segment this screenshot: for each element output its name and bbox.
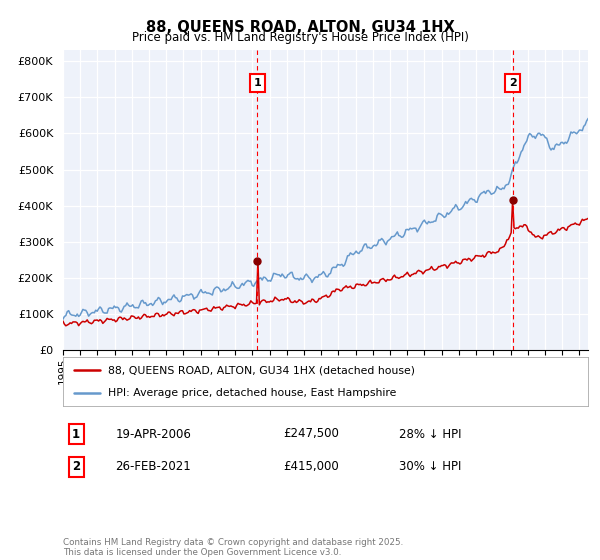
Text: Price paid vs. HM Land Registry's House Price Index (HPI): Price paid vs. HM Land Registry's House …	[131, 31, 469, 44]
Text: 19-APR-2006: 19-APR-2006	[115, 427, 191, 441]
Text: HPI: Average price, detached house, East Hampshire: HPI: Average price, detached house, East…	[107, 388, 396, 398]
Text: 2: 2	[509, 78, 517, 88]
Text: Contains HM Land Registry data © Crown copyright and database right 2025.
This d: Contains HM Land Registry data © Crown c…	[63, 538, 403, 557]
Text: 26-FEB-2021: 26-FEB-2021	[115, 460, 191, 473]
Text: 1: 1	[72, 427, 80, 441]
Text: 88, QUEENS ROAD, ALTON, GU34 1HX: 88, QUEENS ROAD, ALTON, GU34 1HX	[146, 20, 454, 35]
Text: 88, QUEENS ROAD, ALTON, GU34 1HX (detached house): 88, QUEENS ROAD, ALTON, GU34 1HX (detach…	[107, 365, 415, 375]
Text: 2: 2	[72, 460, 80, 473]
Text: £247,500: £247,500	[284, 427, 340, 441]
Text: £415,000: £415,000	[284, 460, 339, 473]
Text: 28% ↓ HPI: 28% ↓ HPI	[399, 427, 461, 441]
Text: 1: 1	[253, 78, 261, 88]
Text: 30% ↓ HPI: 30% ↓ HPI	[399, 460, 461, 473]
